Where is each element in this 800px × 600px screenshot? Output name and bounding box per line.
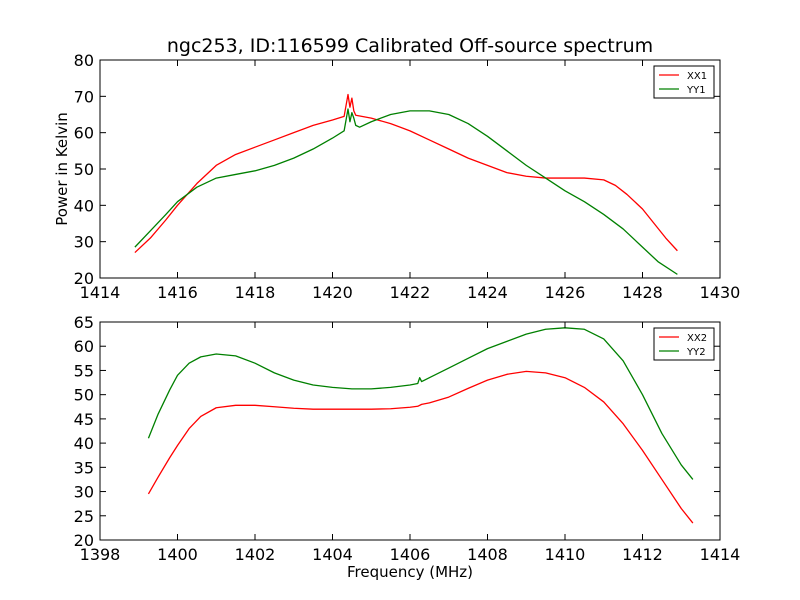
x-tick-label: 1428	[622, 283, 663, 302]
y-tick-label: 80	[74, 51, 94, 70]
legend	[653, 65, 715, 99]
x-tick-label: 1410	[545, 545, 586, 564]
x-tick-label: 1414	[80, 283, 121, 302]
y-tick-label: 55	[74, 361, 94, 380]
series-line-xx2	[147, 370, 694, 524]
plot-area-frame	[99, 59, 721, 279]
y-tick-label: 50	[74, 386, 94, 405]
series-line-xx1	[134, 93, 678, 254]
x-tick-label: 1424	[467, 283, 508, 302]
y-tick-label: 25	[74, 507, 94, 526]
legend-label-xx2: XX2	[687, 333, 707, 344]
x-tick-label: 1402	[235, 545, 276, 564]
y-tick-label: 60	[74, 124, 94, 143]
y-tick-label: 50	[74, 160, 94, 179]
x-tick-label: 1420	[312, 283, 353, 302]
series-line-yy2	[147, 327, 694, 480]
y-tick-label: 20	[74, 531, 94, 550]
y-tick-label: 35	[74, 458, 94, 477]
x-tick-label: 1406	[390, 545, 431, 564]
y-tick-label: 30	[74, 233, 94, 252]
plot-area-frame	[99, 321, 721, 541]
x-axis-label: Frequency (MHz)	[347, 563, 473, 581]
x-tick-label: 1398	[80, 545, 121, 564]
x-tick-label: 1418	[235, 283, 276, 302]
chart-title: ngc253, ID:116599 Calibrated Off-source …	[167, 35, 653, 57]
x-tick-label: 1430	[700, 283, 741, 302]
legend-label-yy2: YY2	[686, 347, 706, 358]
legend-label-yy1: YY1	[686, 85, 706, 96]
series-line-yy1	[134, 108, 678, 275]
x-tick-label: 1422	[390, 283, 431, 302]
bottom-subplot: 1398 1400 1402 1404 1406 1408 1410 1412 1414 20 25…	[74, 313, 741, 564]
legend	[653, 327, 715, 361]
y-tick-label: 20	[74, 269, 94, 288]
y-tick-label: 60	[74, 337, 94, 356]
y-tick-label: 30	[74, 483, 94, 502]
y-tick-label: 40	[74, 434, 94, 453]
y-tick-label: 40	[74, 196, 94, 215]
x-tick-label: 1426	[545, 283, 586, 302]
x-tick-label: 1400	[157, 545, 198, 564]
legend-label-xx1: XX1	[687, 71, 707, 82]
x-tick-label: 1414	[700, 545, 741, 564]
y-tick-label: 70	[74, 87, 94, 106]
x-tick-label: 1412	[622, 545, 663, 564]
x-tick-label: 1416	[157, 283, 198, 302]
top-subplot: 1414 1416 1418 1420 1422 1424 1426 1428 1430 20 30…	[74, 51, 741, 302]
y-axis-label: Power in Kelvin	[53, 112, 71, 226]
x-tick-label: 1404	[312, 545, 353, 564]
y-tick-label: 65	[74, 313, 94, 332]
y-tick-label: 45	[74, 410, 94, 429]
x-tick-label: 1408	[467, 545, 508, 564]
